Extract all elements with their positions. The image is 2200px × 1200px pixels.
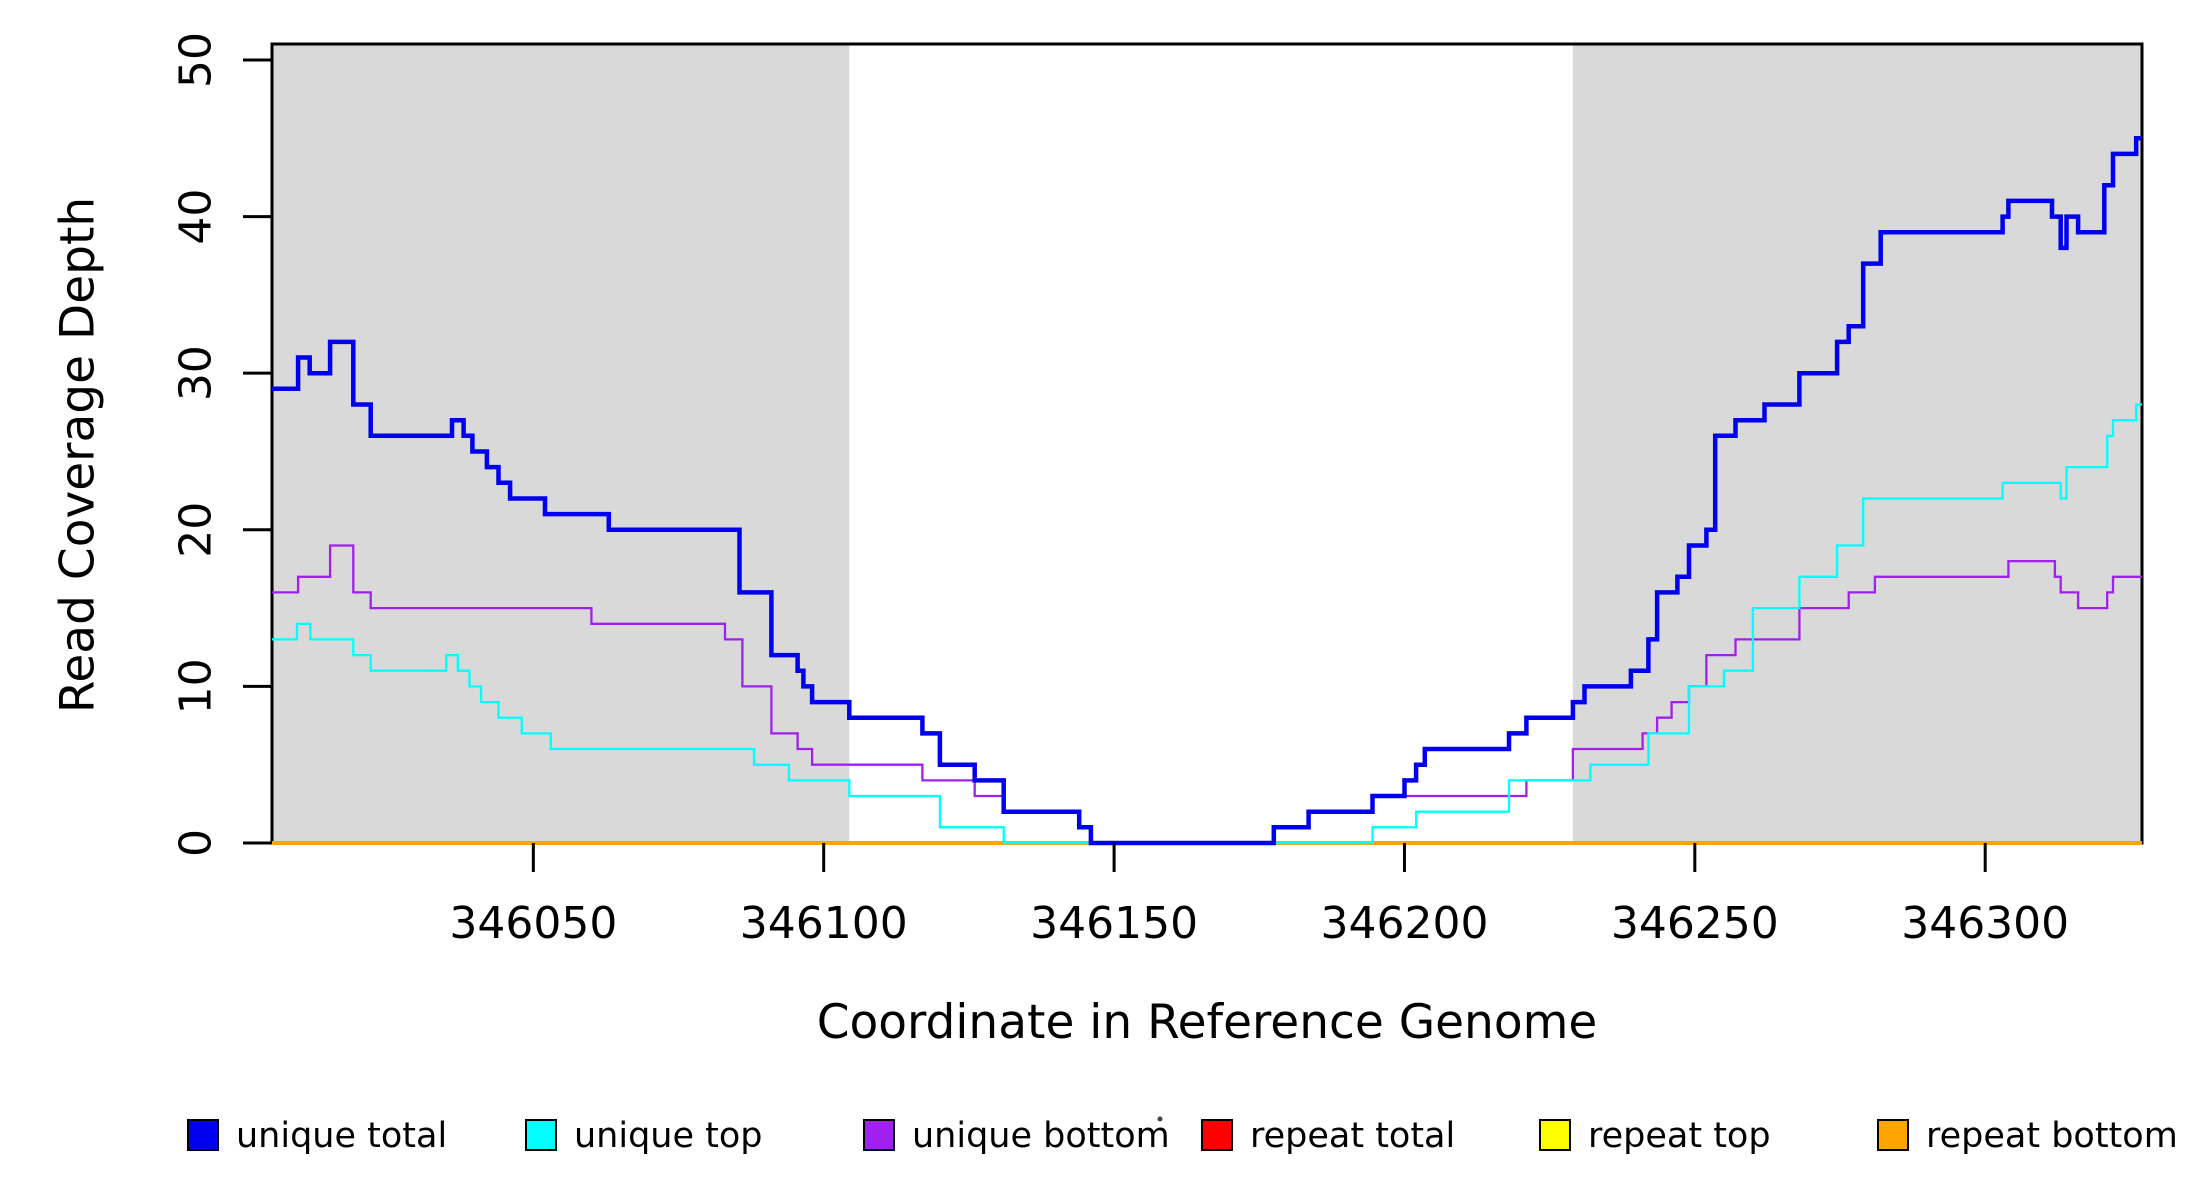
legend-label-unique-total: unique total [236, 1116, 447, 1156]
x-tick-label: 346200 [1320, 898, 1488, 949]
stray-mark [1157, 1116, 1163, 1122]
y-tick-label: 20 [171, 502, 222, 558]
legend-swatch-unique-total [187, 1119, 219, 1151]
shaded-region-1 [272, 44, 850, 843]
x-tick-label: 346100 [740, 898, 908, 949]
y-tick-label: 10 [171, 658, 222, 714]
series-line-unique-top [272, 403, 2142, 845]
legend-label-repeat-total: repeat total [1250, 1116, 1455, 1156]
legend-swatch-unique-top [525, 1119, 557, 1151]
legend-label-unique-bottom: unique bottom [912, 1116, 1170, 1156]
legend-swatch-repeat-total [1201, 1119, 1233, 1151]
legend-swatch-repeat-top [1539, 1119, 1571, 1151]
y-axis-label: Read Coverage Depth [50, 196, 106, 714]
y-tick-label: 30 [171, 345, 222, 401]
legend-swatch-unique-bottom [863, 1119, 895, 1151]
x-tick-label: 346150 [1030, 898, 1198, 949]
x-axis-label: Coordinate in Reference Genome [816, 995, 1598, 1050]
legend-label-repeat-top: repeat top [1588, 1116, 1771, 1156]
shaded-region-2 [1572, 44, 2142, 843]
legend-label-repeat-bottom: repeat bottom [1926, 1116, 2178, 1156]
x-tick-label: 346050 [449, 898, 617, 949]
legend-swatch-repeat-bottom [1877, 1119, 1909, 1151]
y-tick-label: 40 [171, 189, 222, 245]
y-tick-label: 0 [171, 829, 222, 857]
x-tick-label: 346250 [1611, 898, 1779, 949]
legend-label-unique-top: unique top [574, 1116, 763, 1156]
series-line-unique-total [272, 136, 2142, 846]
y-tick-label: 50 [171, 32, 222, 88]
x-tick-label: 346300 [1901, 898, 2069, 949]
